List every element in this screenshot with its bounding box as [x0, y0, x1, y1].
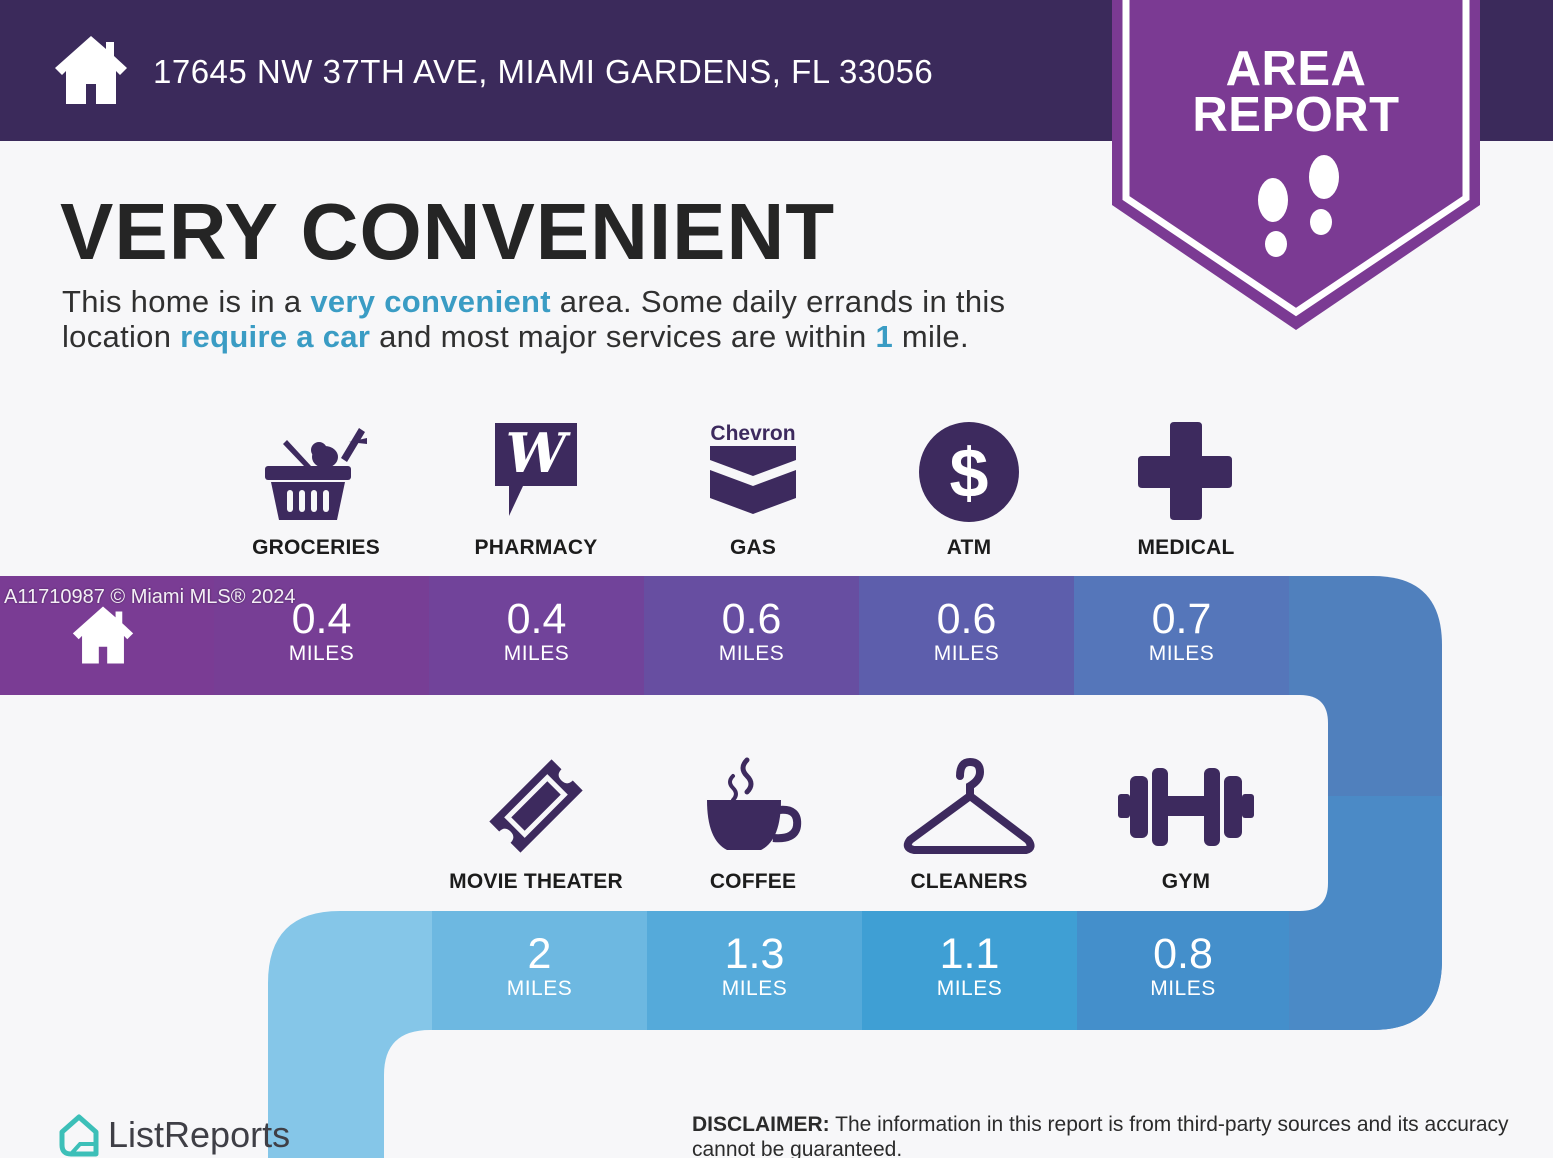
distance-value: 0.4	[506, 595, 567, 643]
summary-part: area. Some daily errands in this locatio…	[62, 284, 1006, 354]
category-label: PHARMACY	[474, 536, 598, 559]
chevron-logo-icon: Chevron	[710, 422, 796, 514]
distance-value: 1.3	[724, 930, 785, 978]
distance-unit: MILES	[1148, 642, 1215, 665]
distance-unit: MILES	[1150, 977, 1216, 1000]
summary-text: This home is in a very convenient area. …	[62, 284, 1122, 354]
summary-highlight: 1	[875, 319, 893, 354]
disclaimer-text: The information in this report is from t…	[692, 1113, 1509, 1158]
category-gym: GYM	[1078, 754, 1294, 894]
home-icon	[72, 606, 134, 664]
distance-medical: 0.7 MILES	[1074, 576, 1289, 695]
distance-cleaners: 1.1 MILES	[862, 911, 1077, 1030]
summary-highlight: very convenient	[310, 284, 551, 319]
distance-coffee: 1.3 MILES	[647, 911, 862, 1030]
distance-unit: MILES	[503, 642, 570, 665]
summary-part: and most major services are within	[370, 319, 876, 354]
category-medical: MEDICAL	[1078, 420, 1294, 560]
category-cleaners: CLEANERS	[861, 754, 1077, 894]
distance-value: 0.6	[936, 595, 997, 643]
distance-unit: MILES	[718, 642, 785, 665]
category-label: GAS	[729, 536, 777, 559]
distance-value: 0.8	[1153, 930, 1213, 978]
distance-movie-theater: 2 MILES	[432, 911, 647, 1030]
category-groceries: GROCERIES	[208, 420, 424, 560]
mls-watermark: A11710987 © Miami MLS® 2024	[4, 586, 296, 608]
page-title: VERY CONVENIENT	[60, 187, 836, 276]
property-address: 17645 NW 37TH AVE, MIAMI GARDENS, FL 330…	[153, 53, 934, 90]
listreports-logo-icon	[59, 1114, 99, 1157]
distance-value: 0.7	[1151, 595, 1212, 643]
area-report-badge	[1112, 0, 1480, 330]
category-label: COFFEE	[709, 870, 797, 893]
distance-gas: 0.6 MILES	[644, 576, 859, 695]
distance-value: 1.1	[939, 930, 1000, 978]
disclaimer-label: DISCLAIMER:	[692, 1113, 830, 1136]
grocery-basket-icon	[265, 428, 367, 520]
category-label: CLEANERS	[910, 870, 1028, 893]
category-pharmacy: W PHARMACY	[428, 420, 644, 560]
distance-unit: MILES	[933, 642, 1000, 665]
walgreens-logo-icon: W	[495, 421, 577, 516]
distance-value: 0.4	[291, 595, 352, 643]
coffee-cup-icon	[707, 757, 802, 850]
footprints-icon	[1258, 155, 1339, 257]
disclaimer: DISCLAIMER: The information in this repo…	[692, 1112, 1522, 1158]
distance-unit: MILES	[936, 977, 1003, 1000]
ticket-icon	[489, 759, 583, 853]
medical-cross-icon	[1138, 422, 1232, 520]
distance-value: 2	[527, 930, 552, 978]
distance-pharmacy: 0.4 MILES	[429, 576, 644, 695]
category-gas: Chevron GAS	[645, 420, 861, 560]
hanger-icon	[903, 757, 1035, 854]
svg-text:Chevron: Chevron	[710, 422, 795, 445]
category-label: ATM	[946, 536, 992, 559]
distance-atm: 0.6 MILES	[859, 576, 1074, 695]
category-atm: $ ATM	[861, 420, 1077, 560]
category-coffee: COFFEE	[645, 754, 861, 894]
dollar-icon: $	[919, 422, 1019, 522]
summary-highlight: require a car	[180, 319, 371, 354]
brand-name: ListReports	[108, 1114, 291, 1155]
distance-unit: MILES	[288, 642, 355, 665]
svg-text:$: $	[950, 434, 989, 512]
distance-unit: MILES	[506, 977, 573, 1000]
category-movie-theater: MOVIE THEATER	[428, 754, 644, 894]
home-icon	[55, 36, 127, 104]
category-label: GYM	[1161, 870, 1211, 893]
summary-part: This home is in a	[62, 284, 311, 319]
category-label: GROCERIES	[252, 536, 380, 559]
dumbbell-icon	[1118, 768, 1254, 846]
distance-groceries: 0.4 MILES	[214, 576, 429, 695]
svg-text:W: W	[506, 421, 572, 485]
category-label: MOVIE THEATER	[449, 870, 623, 893]
distance-gym: 0.8 MILES	[1077, 911, 1289, 1030]
badge-title: AREA REPORT	[1192, 42, 1400, 142]
distance-value: 0.6	[721, 595, 782, 643]
summary-part: mile.	[893, 319, 969, 354]
category-label: MEDICAL	[1137, 536, 1235, 559]
distance-unit: MILES	[721, 977, 788, 1000]
